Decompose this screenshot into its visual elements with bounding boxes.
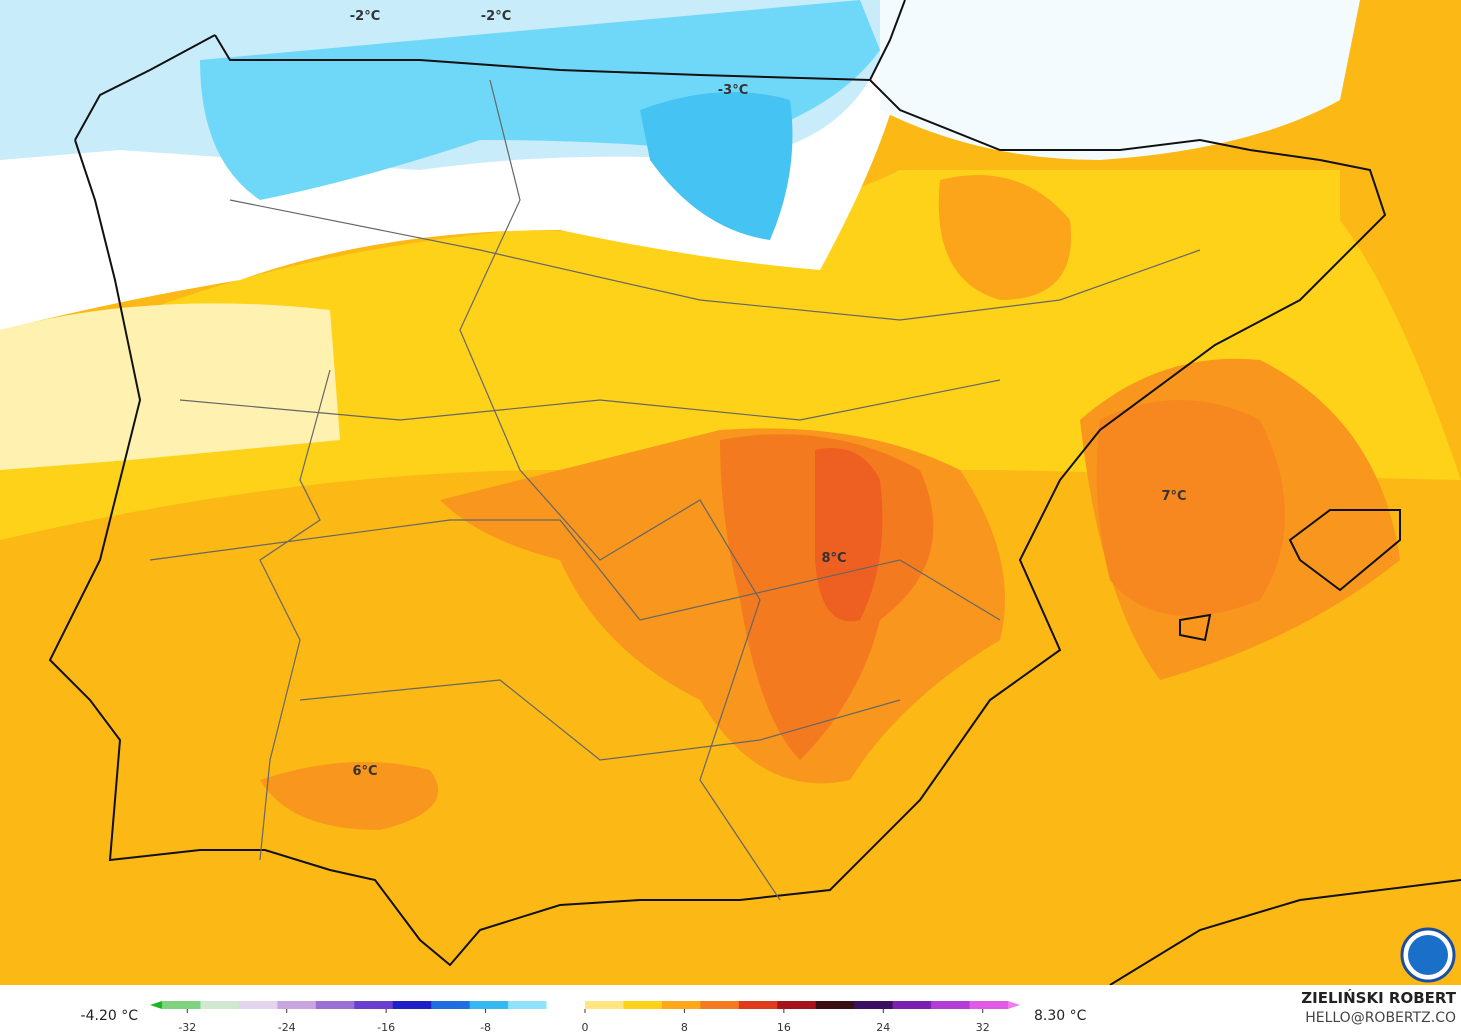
min-label: -4.20 °C <box>81 1008 139 1024</box>
red-orange-zone-east <box>1096 400 1285 616</box>
contour-label: -3°C <box>718 83 748 98</box>
colorbar-tick-label: -8 <box>480 1021 491 1034</box>
colorbar-swatch <box>661 1001 701 1009</box>
red-zone <box>815 448 883 622</box>
colorbar-swatch <box>546 1001 586 1009</box>
contour-label: -2°C <box>350 9 380 24</box>
colorbar-swatch <box>162 1001 201 1009</box>
colorbar-swatch <box>585 1001 624 1009</box>
colorbar-swatch <box>392 1001 432 1009</box>
colorbar-swatch <box>431 1001 471 1009</box>
colorbar-swatch <box>892 1001 932 1009</box>
colorbar-swatch <box>469 1001 509 1009</box>
colorbar-tick-label: 24 <box>876 1021 890 1034</box>
colorbar-swatch <box>815 1001 855 1009</box>
contour-label: -2°C <box>481 9 511 24</box>
colorbar-swatch <box>969 1001 1009 1009</box>
max-label: 8.30 °C <box>1034 1008 1087 1024</box>
colorbar-end <box>1008 1001 1020 1009</box>
colorbar-swatch <box>700 1001 740 1009</box>
white-zone-east <box>880 0 1360 160</box>
colorbar-swatch <box>277 1001 317 1009</box>
blue-zone <box>200 0 880 200</box>
colorbar-tick-label: -16 <box>377 1021 395 1034</box>
coastline <box>48 0 1461 986</box>
pale-zone <box>0 303 340 470</box>
colorbar-swatch <box>931 1001 971 1009</box>
contour-label: 8°C <box>821 551 846 566</box>
colorbar-swatch <box>354 1001 394 1009</box>
colorbar-swatch <box>238 1001 278 1009</box>
colorbar-swatch <box>315 1001 355 1009</box>
map: -2°C -2°C -3°C 8°C 7°C 6°C <box>0 0 1461 986</box>
colorbar-tick-label: 0 <box>582 1021 589 1034</box>
colorbar-tick-label: 8 <box>681 1021 688 1034</box>
contour-label: 7°C <box>1161 489 1186 504</box>
orange-zone-south <box>260 762 439 830</box>
colorbar-swatch <box>738 1001 778 1009</box>
colorbar-tick-label: 16 <box>777 1021 791 1034</box>
colorbar-swatch <box>777 1001 817 1009</box>
colorbar-tick-label: 32 <box>976 1021 990 1034</box>
author: ZIELIŃSKI ROBERT <box>1301 988 1456 1007</box>
colorbar-tick-label: -24 <box>278 1021 296 1034</box>
noaa-logo-inner <box>1408 935 1448 975</box>
colorbar-swatch <box>200 1001 240 1009</box>
colorbar-swatch <box>508 1001 548 1009</box>
legend-bar <box>0 985 1461 1035</box>
admin-borders <box>149 79 1201 901</box>
colorbar-swatch <box>854 1001 894 1009</box>
colorbar: -32 -24 -16 -8 0 8 16 24 32 <box>150 1001 1020 1034</box>
colorbar-swatch <box>623 1001 663 1009</box>
deep-blue-zone <box>640 92 793 240</box>
contact: HELLO@ROBERTZ.CO <box>1305 1010 1456 1026</box>
contour-label: 6°C <box>352 764 377 779</box>
orange-blob-north <box>938 175 1072 300</box>
colorbar-end <box>150 1001 162 1009</box>
colorbar-tick-label: -32 <box>178 1021 196 1034</box>
orange-corner <box>1340 0 1461 480</box>
